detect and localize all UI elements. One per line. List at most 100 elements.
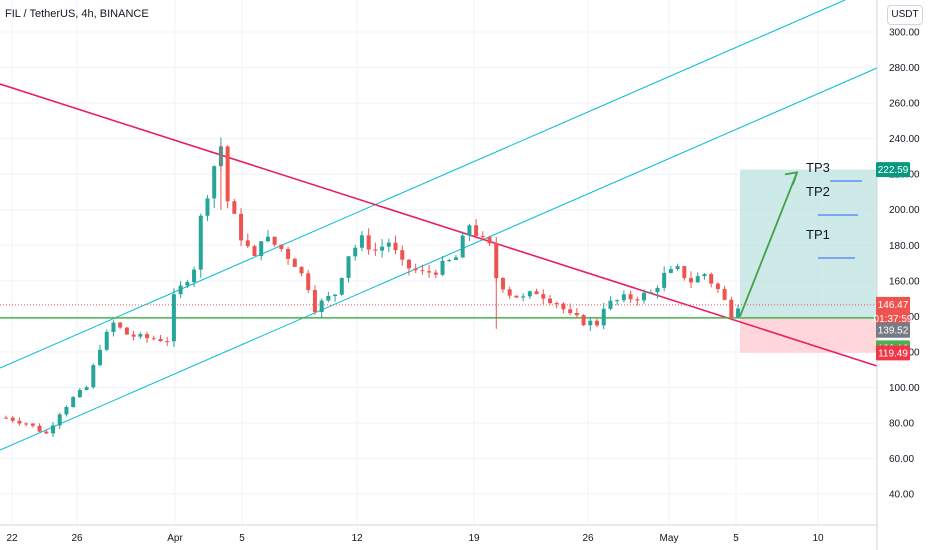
y-tick-label: 80.00 <box>889 419 914 430</box>
symbol-title[interactable]: FIL / TetherUS, 4h, BINANCE <box>5 8 149 20</box>
candle-body <box>568 309 573 314</box>
candle-body <box>440 260 445 275</box>
candle-body <box>480 235 485 238</box>
candle-body <box>695 276 700 283</box>
candle-body <box>279 244 284 249</box>
candle-body <box>406 259 411 269</box>
candle-body <box>521 296 526 298</box>
candle-body <box>373 249 378 251</box>
candle-body <box>319 300 324 312</box>
candle-body <box>554 303 559 305</box>
x-tick-label: May <box>660 533 679 544</box>
candle-body <box>547 298 552 304</box>
candle-body <box>84 387 89 390</box>
tp-label: TP1 <box>806 227 830 242</box>
candle-body <box>561 303 566 310</box>
candle-body <box>44 431 49 434</box>
candle-body <box>232 201 237 214</box>
candle-body <box>118 322 123 328</box>
x-tick-label: 5 <box>239 533 245 544</box>
price-badge <box>876 296 910 327</box>
candle-body <box>702 274 707 277</box>
candle-body <box>98 349 103 366</box>
candle-body <box>467 225 472 236</box>
candle-body <box>272 236 277 245</box>
candle-body <box>400 250 405 260</box>
candle-body <box>433 272 438 275</box>
y-tick-label: 280.00 <box>889 63 920 74</box>
candle-body <box>145 334 150 339</box>
risk-reward-zones <box>740 169 877 353</box>
entry-badge-text: 139.52 <box>878 326 909 337</box>
candle-body <box>380 246 385 251</box>
tp-label: TP2 <box>806 184 830 199</box>
y-tick-label: 40.00 <box>889 490 914 501</box>
stop-badge <box>876 345 910 361</box>
candle-body <box>4 417 8 419</box>
candle-body <box>30 423 35 426</box>
candle-body <box>359 235 364 248</box>
candle-body <box>722 289 727 300</box>
candle-body <box>111 322 116 332</box>
y-tick-label: 200.00 <box>889 205 920 216</box>
candle-body <box>648 292 653 294</box>
currency-button[interactable]: USDT <box>887 5 923 25</box>
x-tick-label: 10 <box>812 533 824 544</box>
candle-body <box>17 420 22 424</box>
candle-body <box>225 146 230 202</box>
candle-body <box>64 406 69 415</box>
x-tick-label: 22 <box>6 533 18 544</box>
candle-body <box>333 294 338 296</box>
candle-body <box>259 241 264 256</box>
candle-body <box>601 308 606 326</box>
candle-body <box>205 198 210 216</box>
candle-body <box>198 215 203 270</box>
x-tick-label: Apr <box>167 533 183 544</box>
candle-body <box>453 257 458 260</box>
candle-body <box>662 272 667 288</box>
candle-body <box>71 397 76 407</box>
candle-body <box>527 291 532 297</box>
candle-body <box>682 266 687 279</box>
candle-body <box>10 417 15 421</box>
candle-body <box>621 294 626 301</box>
y-tick-label: 160.00 <box>889 276 920 287</box>
current-price-text: 146.47 <box>878 300 909 311</box>
candle-body <box>24 423 29 425</box>
candle-body <box>386 242 391 247</box>
candle-body <box>393 242 398 251</box>
candle-body <box>628 294 633 300</box>
candle-body <box>588 320 593 326</box>
candle-body <box>151 338 156 340</box>
channel-lower-line <box>0 67 878 451</box>
candle-body <box>265 236 270 242</box>
candle-body <box>574 313 579 316</box>
candle-body <box>292 258 297 267</box>
y-tick-label: 300.00 <box>889 28 920 39</box>
candle-body <box>299 266 304 274</box>
candle-body <box>460 235 465 258</box>
overlay: TP3 TP2 TP1 <box>739 160 862 317</box>
candle-body <box>413 268 418 271</box>
candle-body <box>165 341 170 343</box>
candle-body <box>124 327 129 335</box>
candle-body <box>668 269 673 273</box>
stop-zone <box>740 317 877 353</box>
candle-body <box>178 285 183 295</box>
candle-body <box>729 299 734 318</box>
x-tick-label: 26 <box>71 533 83 544</box>
candle-body <box>239 213 244 241</box>
candle-body <box>427 271 432 273</box>
candle-body <box>507 289 512 296</box>
candle-body <box>736 308 741 318</box>
tp-label: TP3 <box>806 160 830 175</box>
channel-upper-line <box>0 0 846 369</box>
y-tick-label: 240.00 <box>889 134 920 145</box>
candle-body <box>212 166 217 199</box>
countdown-text: 01:37:59 <box>874 314 913 325</box>
arrow-head <box>784 171 799 185</box>
candle-body <box>339 277 344 295</box>
candle-body <box>252 246 257 256</box>
target-zone <box>740 169 877 318</box>
